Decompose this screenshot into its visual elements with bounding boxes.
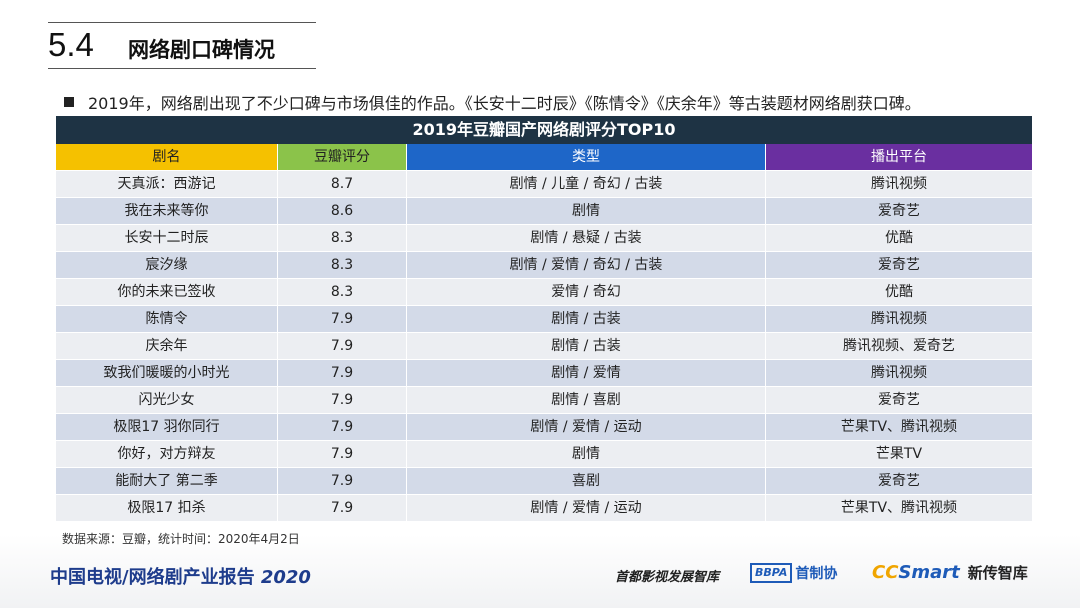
cell-genre: 剧情 / 爱情 / 运动 — [407, 495, 766, 522]
logo-ccsmart: CC Smart 新传智库 — [872, 562, 1028, 583]
cell-name: 天真派：西游记 — [56, 171, 278, 198]
table-row: 能耐大了 第二季 7.9 喜剧 爱奇艺 — [56, 468, 1032, 495]
cell-name: 致我们暖暖的小时光 — [56, 360, 278, 387]
header-bottom-rule — [48, 68, 316, 69]
section-number: 5.4 — [48, 26, 94, 63]
cell-genre: 剧情 / 儿童 / 奇幻 / 古装 — [407, 171, 766, 198]
cell-name: 庆余年 — [56, 333, 278, 360]
cell-platform: 优酷 — [766, 225, 1032, 252]
cell-genre: 喜剧 — [407, 468, 766, 495]
cell-platform: 爱奇艺 — [766, 387, 1032, 414]
cell-name: 极限17 羽你同行 — [56, 414, 278, 441]
table-row: 极限17 羽你同行 7.9 剧情 / 爱情 / 运动 芒果TV、腾讯视频 — [56, 414, 1032, 441]
cell-name: 我在未来等你 — [56, 198, 278, 225]
table-row: 你好，对方辩友 7.9 剧情 芒果TV — [56, 441, 1032, 468]
cell-score: 7.9 — [278, 468, 407, 495]
cell-score: 7.9 — [278, 414, 407, 441]
cell-score: 8.7 — [278, 171, 407, 198]
report-year: 2020 — [260, 567, 311, 588]
cell-score: 7.9 — [278, 306, 407, 333]
cell-score: 8.3 — [278, 279, 407, 306]
ccsmart-smart: Smart — [898, 562, 960, 583]
table-body: 天真派：西游记 8.7 剧情 / 儿童 / 奇幻 / 古装 腾讯视频 我在未来等你 8.6… — [56, 171, 1032, 522]
logo-bbpa: BBPA 首制协 — [750, 563, 837, 583]
cell-platform: 芒果TV、腾讯视频 — [766, 495, 1032, 522]
table-header-row: 剧名 豆瓣评分 类型 播出平台 — [56, 144, 1032, 171]
table-row: 陈情令 7.9 剧情 / 古装 腾讯视频 — [56, 306, 1032, 333]
table-row: 致我们暖暖的小时光 7.9 剧情 / 爱情 腾讯视频 — [56, 360, 1032, 387]
cell-platform: 爱奇艺 — [766, 198, 1032, 225]
intro-text: 2019年，网络剧出现了不少口碑与市场俱佳的作品。《长安十二时辰》《陈情令》《庆… — [88, 94, 921, 113]
cell-score: 8.3 — [278, 252, 407, 279]
cell-name: 能耐大了 第二季 — [56, 468, 278, 495]
cell-genre: 剧情 / 古装 — [407, 333, 766, 360]
cell-score: 7.9 — [278, 441, 407, 468]
table-row: 你的未来已签收 8.3 爱情 / 奇幻 优酷 — [56, 279, 1032, 306]
cell-genre: 剧情 / 爱情 — [407, 360, 766, 387]
cell-score: 8.3 — [278, 225, 407, 252]
cell-genre: 爱情 / 奇幻 — [407, 279, 766, 306]
square-bullet-icon — [64, 97, 74, 107]
intro-paragraph: 2019年，网络剧出现了不少口碑与市场俱佳的作品。《长安十二时辰》《陈情令》《庆… — [64, 90, 921, 114]
cell-genre: 剧情 / 爱情 / 奇幻 / 古装 — [407, 252, 766, 279]
cell-genre: 剧情 / 爱情 / 运动 — [407, 414, 766, 441]
cell-score: 7.9 — [278, 387, 407, 414]
table-title: 2019年豆瓣国产网络剧评分TOP10 — [56, 116, 1032, 144]
table-row: 极限17 扣杀 7.9 剧情 / 爱情 / 运动 芒果TV、腾讯视频 — [56, 495, 1032, 522]
cell-name: 长安十二时辰 — [56, 225, 278, 252]
cell-platform: 爱奇艺 — [766, 468, 1032, 495]
ccsmart-text: 新传智库 — [967, 564, 1028, 582]
bbpa-mark-icon: BBPA — [750, 563, 793, 583]
cell-genre: 剧情 / 古装 — [407, 306, 766, 333]
table-row: 天真派：西游记 8.7 剧情 / 儿童 / 奇幻 / 古装 腾讯视频 — [56, 171, 1032, 198]
report-title-text: 中国电视/网络剧产业报告 — [50, 567, 255, 588]
cell-genre: 剧情 — [407, 441, 766, 468]
cell-score: 7.9 — [278, 495, 407, 522]
data-source-note: 数据来源：豆瓣，统计时间：2020年4月2日 — [62, 532, 300, 546]
cell-name: 闪光少女 — [56, 387, 278, 414]
ranking-table: 2019年豆瓣国产网络剧评分TOP10 剧名 豆瓣评分 类型 播出平台 天真派：… — [56, 116, 1032, 522]
cell-score: 8.6 — [278, 198, 407, 225]
logo-capital-film-think-tank: 首都影视发展智库 — [615, 570, 720, 585]
cell-platform: 腾讯视频 — [766, 360, 1032, 387]
header-genre: 类型 — [407, 144, 766, 171]
report-title: 中国电视/网络剧产业报告 2020 — [50, 563, 311, 589]
bbpa-text: 首制协 — [795, 566, 838, 582]
cell-name: 极限17 扣杀 — [56, 495, 278, 522]
cell-genre: 剧情 / 喜剧 — [407, 387, 766, 414]
table-row: 长安十二时辰 8.3 剧情 / 悬疑 / 古装 优酷 — [56, 225, 1032, 252]
table-row: 庆余年 7.9 剧情 / 古装 腾讯视频、爱奇艺 — [56, 333, 1032, 360]
cell-score: 7.9 — [278, 360, 407, 387]
ccsmart-cc: CC — [872, 562, 899, 583]
header-score: 豆瓣评分 — [278, 144, 407, 171]
cell-platform: 芒果TV、腾讯视频 — [766, 414, 1032, 441]
cell-name: 你好，对方辩友 — [56, 441, 278, 468]
cell-platform: 爱奇艺 — [766, 252, 1032, 279]
header-platform: 播出平台 — [766, 144, 1032, 171]
header-top-rule — [48, 22, 316, 23]
header-name: 剧名 — [56, 144, 278, 171]
cell-name: 你的未来已签收 — [56, 279, 278, 306]
table-row: 我在未来等你 8.6 剧情 爱奇艺 — [56, 198, 1032, 225]
cell-genre: 剧情 — [407, 198, 766, 225]
table-row: 宸汐缘 8.3 剧情 / 爱情 / 奇幻 / 古装 爱奇艺 — [56, 252, 1032, 279]
section-title: 网络剧口碑情况 — [128, 38, 275, 62]
cell-name: 宸汐缘 — [56, 252, 278, 279]
cell-platform: 腾讯视频 — [766, 171, 1032, 198]
cell-name: 陈情令 — [56, 306, 278, 333]
cell-platform: 优酷 — [766, 279, 1032, 306]
cell-platform: 腾讯视频、爱奇艺 — [766, 333, 1032, 360]
cell-score: 7.9 — [278, 333, 407, 360]
cell-platform: 腾讯视频 — [766, 306, 1032, 333]
cell-genre: 剧情 / 悬疑 / 古装 — [407, 225, 766, 252]
table-row: 闪光少女 7.9 剧情 / 喜剧 爱奇艺 — [56, 387, 1032, 414]
cell-platform: 芒果TV — [766, 441, 1032, 468]
